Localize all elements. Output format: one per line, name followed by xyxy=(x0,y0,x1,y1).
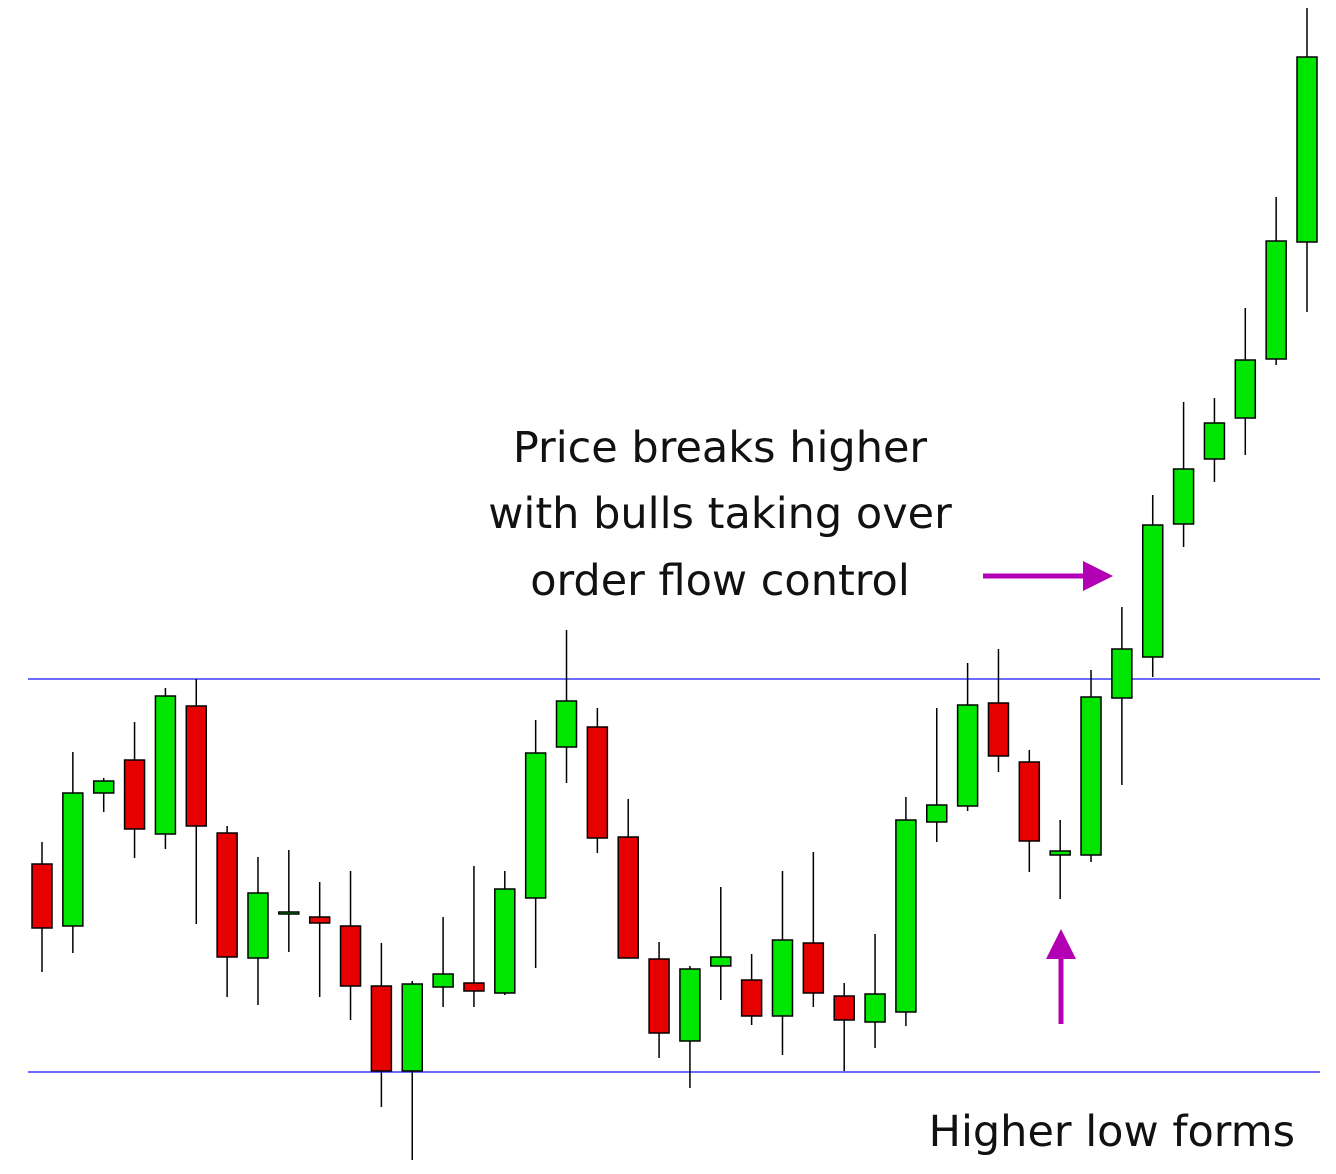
candle-body xyxy=(1265,240,1287,360)
candle-body xyxy=(648,958,670,1034)
candle-body xyxy=(771,939,794,1017)
candle-body xyxy=(802,942,825,994)
candle-body xyxy=(370,985,393,1072)
candle-body xyxy=(1141,524,1164,658)
candle-body xyxy=(92,780,115,794)
candle-body xyxy=(555,700,578,748)
candle-body xyxy=(216,832,238,958)
candle-body xyxy=(401,983,423,1072)
candle-body xyxy=(339,925,362,987)
candle-body xyxy=(278,911,300,915)
candle-body xyxy=(308,916,331,924)
candle-body xyxy=(494,888,516,994)
candle-body xyxy=(463,982,485,992)
candle-body xyxy=(1018,761,1041,842)
candle-body xyxy=(710,956,732,967)
candle-body xyxy=(987,702,1010,757)
candle-body xyxy=(1049,850,1071,856)
candle-body xyxy=(1203,422,1226,460)
candle-body xyxy=(864,993,886,1023)
candle-body xyxy=(956,704,979,807)
candle-body xyxy=(926,804,948,823)
candle-body xyxy=(432,973,454,988)
candle-body xyxy=(524,752,547,899)
candle-body xyxy=(833,995,855,1021)
candle-body xyxy=(586,726,609,839)
candle-body xyxy=(247,892,269,959)
candle-body xyxy=(1172,468,1195,525)
candle-body xyxy=(1296,56,1318,243)
candle-body xyxy=(62,792,84,927)
candle-body xyxy=(185,705,208,827)
candle-body xyxy=(123,759,146,830)
candle-body xyxy=(1234,359,1257,419)
plot-area xyxy=(28,8,1320,1160)
candle-body xyxy=(895,819,917,1013)
annotation: Price breaks higher xyxy=(513,423,928,473)
candle-body xyxy=(31,863,53,929)
annotation: order flow control xyxy=(530,556,910,606)
candle-body xyxy=(617,836,639,959)
annotation: Higher low forms xyxy=(929,1107,1295,1157)
candle-body xyxy=(740,979,763,1017)
candle-body xyxy=(154,695,177,835)
candle-body xyxy=(1080,696,1102,856)
candle-body xyxy=(679,968,701,1042)
candle-body xyxy=(1111,648,1133,699)
annotation: with bulls taking over xyxy=(488,489,952,539)
